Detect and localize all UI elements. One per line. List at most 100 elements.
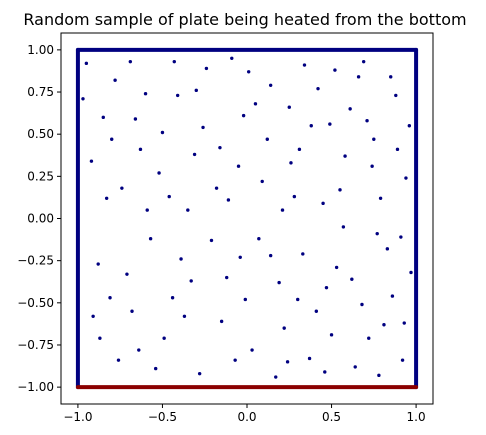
data-point (145, 208, 149, 212)
data-point (407, 124, 412, 128)
data-point (160, 130, 165, 135)
axes: −1.0 −0.5 0.0 0.5 1.0 −1.00 −0.75 −0.50 −0.25 0.0… (17, 32, 434, 424)
data-point (253, 102, 258, 106)
data-point (104, 196, 109, 200)
data-point (197, 371, 202, 376)
data-point (365, 118, 369, 123)
data-point (301, 252, 305, 256)
data-point (98, 336, 102, 340)
data-point (226, 198, 231, 202)
data-point (230, 56, 234, 60)
data-point (189, 279, 193, 283)
data-point (138, 147, 143, 152)
data-point (81, 97, 85, 101)
data-point (268, 253, 273, 258)
data-point (382, 323, 386, 327)
data-point (390, 294, 395, 298)
data-point (120, 186, 124, 190)
data-point (101, 115, 105, 120)
data-point (333, 68, 337, 72)
data-point (236, 164, 241, 168)
axes-frame (60, 32, 434, 405)
data-point (148, 237, 153, 241)
data-point (361, 59, 366, 64)
data-point (238, 255, 242, 259)
data-point (260, 179, 264, 184)
data-point (360, 302, 364, 307)
data-point (400, 358, 405, 362)
data-point (214, 186, 219, 190)
data-point (219, 319, 224, 324)
x-tick-label: −0.5 (148, 410, 177, 424)
data-point (225, 275, 229, 280)
data-point (96, 262, 100, 266)
data-point (309, 124, 313, 128)
plot-area (75, 47, 419, 390)
data-point (110, 137, 114, 141)
data-point (277, 280, 281, 285)
data-point (314, 309, 319, 313)
y-tick-label: 0.50 (27, 127, 54, 141)
data-point (356, 75, 361, 79)
data-point (375, 231, 379, 236)
x-tick-label: 0.5 (322, 410, 341, 424)
data-point (84, 61, 89, 66)
data-point (175, 93, 180, 98)
data-point (343, 154, 347, 158)
data-point (341, 225, 346, 229)
data-point (186, 208, 190, 212)
data-point (89, 159, 94, 163)
data-point (194, 88, 198, 93)
data-point (404, 176, 408, 180)
data-point (287, 105, 291, 109)
data-point (378, 196, 383, 200)
data-point (179, 257, 183, 261)
data-point (137, 348, 141, 352)
data-point (370, 164, 374, 168)
data-point (282, 326, 286, 330)
data-point (265, 137, 269, 141)
data-point (348, 107, 352, 111)
data-point (328, 122, 332, 126)
data-point (218, 145, 222, 150)
y-tick-label: −0.75 (17, 338, 54, 352)
data-point (116, 358, 121, 362)
y-tick-label: −0.50 (17, 296, 54, 310)
data-point (192, 152, 197, 157)
data-point (395, 147, 400, 152)
data-point (182, 314, 187, 319)
chart-title: Random sample of plate being heated from… (23, 10, 466, 29)
data-point (307, 356, 312, 361)
data-point (292, 194, 297, 199)
data-point (402, 321, 406, 325)
data-point (338, 188, 342, 192)
data-point (130, 309, 134, 313)
data-point (108, 296, 112, 300)
data-point (372, 137, 376, 141)
data-point (377, 373, 381, 378)
data-point (329, 333, 334, 337)
data-point (394, 93, 398, 98)
data-point (209, 238, 214, 243)
data-point (296, 297, 300, 302)
data-point (233, 358, 237, 362)
data-point (268, 83, 273, 87)
data-point (170, 296, 175, 300)
data-point (389, 75, 393, 79)
data-point (350, 277, 354, 281)
y-tick-label: 0.25 (27, 169, 54, 183)
y-tick-label: −0.25 (17, 254, 54, 268)
data-point (204, 66, 209, 71)
y-tick-label: 0.75 (27, 85, 54, 99)
x-tick-label: 1.0 (407, 410, 426, 424)
data-point (409, 270, 413, 275)
data-point (289, 161, 293, 165)
x-tick-label: 0.0 (237, 410, 256, 424)
data-point (153, 366, 158, 371)
data-point (353, 365, 357, 369)
data-point (334, 265, 339, 270)
y-tick-label: −1.00 (17, 380, 54, 394)
data-point (113, 78, 117, 82)
data-point (385, 247, 390, 251)
